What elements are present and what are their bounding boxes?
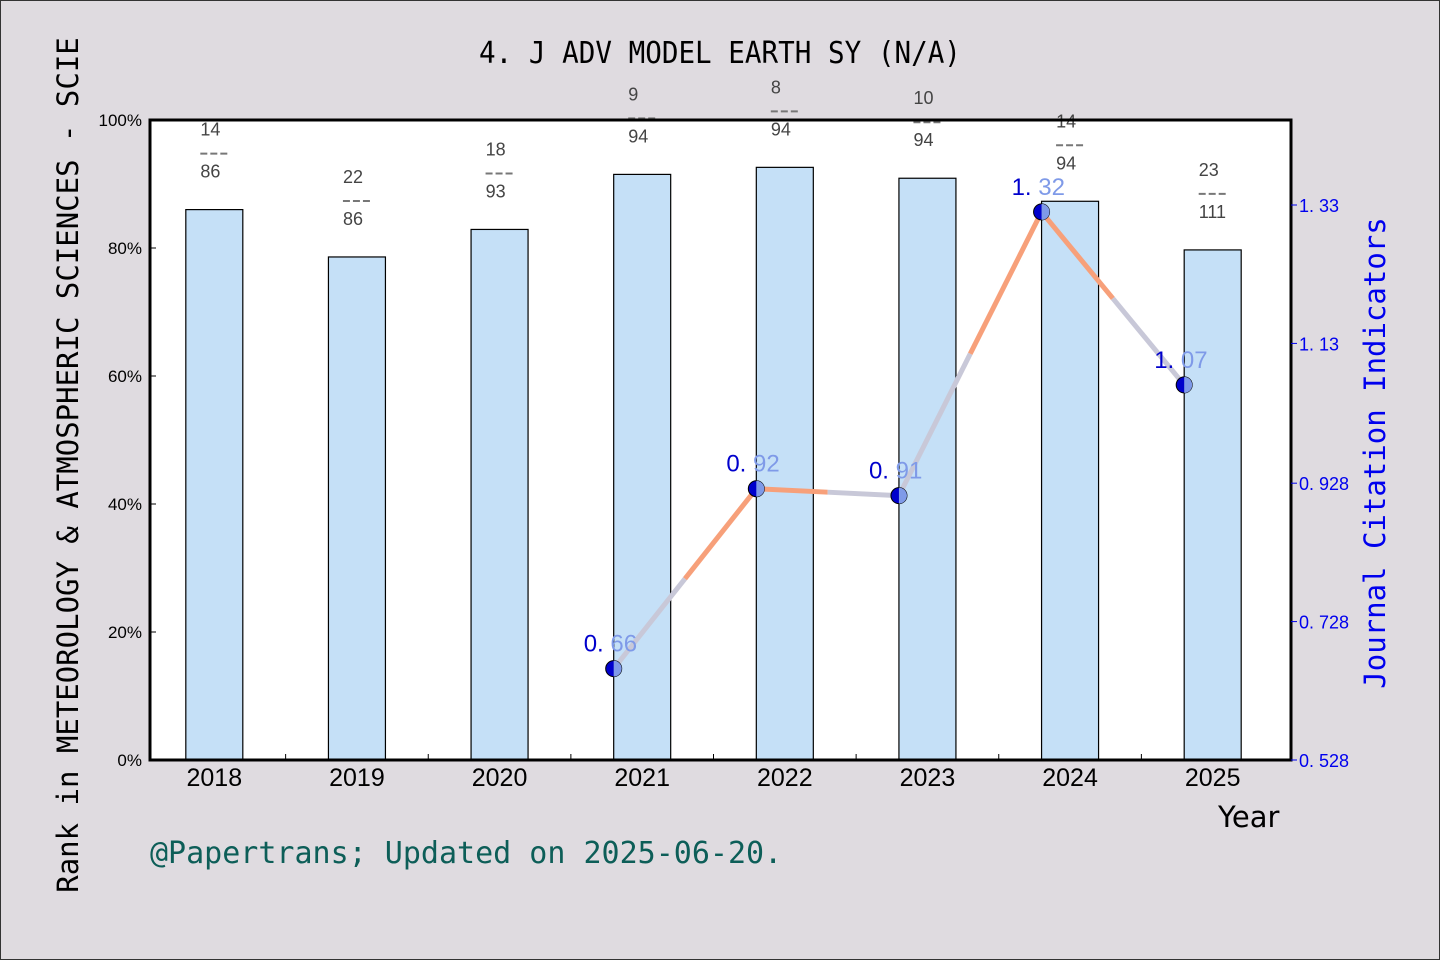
total-label: 86: [200, 162, 220, 182]
data-point-marker-half: [756, 480, 765, 497]
line-segment: [896, 352, 973, 497]
total-label: 94: [913, 130, 933, 150]
right-tick-label: 0. 928: [1299, 474, 1349, 494]
rank-label: 14: [200, 120, 220, 140]
x-tick-label: 2023: [900, 764, 956, 792]
bar-2024: [1040, 200, 1100, 761]
right-tick-label: 0. 528: [1299, 751, 1349, 771]
data-point-marker-half: [1041, 203, 1050, 220]
total-label: 86: [343, 209, 363, 229]
jci-value-label: 0. 66: [584, 631, 637, 658]
chart-title: 4. J ADV MODEL EARTH SY (N/A): [479, 36, 961, 71]
x-tick-label: 2022: [757, 764, 813, 792]
line-segment: [1039, 210, 1115, 301]
total-label: 94: [628, 126, 648, 146]
bar-2021: [613, 173, 672, 761]
right-tick-label: 1. 33: [1299, 196, 1339, 216]
total-label: 94: [1056, 153, 1076, 173]
left-tick-label: 100%: [99, 111, 142, 130]
data-point-marker-half: [898, 487, 907, 504]
left-tick-label: 80%: [108, 239, 142, 258]
bar-2018: [185, 209, 244, 761]
plot-area: [150, 120, 1291, 760]
jci-value-label: 1. 07: [1154, 347, 1207, 374]
rank-label: 23: [1199, 160, 1219, 180]
line-segment: [756, 486, 828, 495]
total-label: 93: [486, 181, 506, 201]
bar-2022: [755, 166, 814, 761]
line-segment: [683, 487, 759, 581]
line-segment: [827, 489, 900, 499]
jci-value-label: 0. 92: [726, 451, 779, 478]
line-segment: [1110, 296, 1187, 387]
left-tick-label: 0%: [117, 751, 142, 770]
jci-value-label: 0. 91: [869, 458, 922, 485]
bar-2023: [898, 177, 957, 761]
left-tick-label: 60%: [108, 367, 142, 386]
x-tick-label: 2024: [1042, 764, 1098, 792]
data-point-marker-half: [613, 660, 622, 677]
plot-border: [148, 118, 1293, 762]
x-tick-label: 2020: [472, 764, 528, 792]
bar-2020: [470, 228, 529, 761]
x-tick-label: 2018: [187, 764, 243, 792]
rank-label: 18: [486, 139, 506, 159]
x-tick-label: 2025: [1185, 764, 1241, 792]
data-point-marker-half: [1184, 376, 1193, 393]
jci-value-label: 1. 32: [1012, 174, 1065, 201]
rank-label: 22: [343, 167, 363, 187]
right-tick-label: 1. 13: [1299, 334, 1339, 354]
rank-label: 10: [913, 88, 933, 108]
bar-2019: [327, 256, 387, 761]
x-axis-label: Year: [1218, 800, 1280, 834]
bar-2025: [1183, 249, 1242, 761]
line-segment: [611, 577, 687, 671]
total-label: 94: [771, 119, 791, 139]
x-tick-label: 2021: [614, 764, 670, 792]
line-segment: [968, 210, 1044, 355]
left-tick-label: 40%: [108, 495, 142, 514]
right-tick-label: 0. 728: [1299, 613, 1349, 633]
rank-label: 8: [771, 77, 781, 97]
left-tick-label: 20%: [108, 623, 142, 642]
x-tick-label: 2019: [329, 764, 385, 792]
total-label: 111: [1199, 202, 1226, 222]
rank-label: 9: [628, 84, 638, 104]
footer-credit: @Papertrans; Updated on 2025-06-20.: [150, 836, 783, 871]
